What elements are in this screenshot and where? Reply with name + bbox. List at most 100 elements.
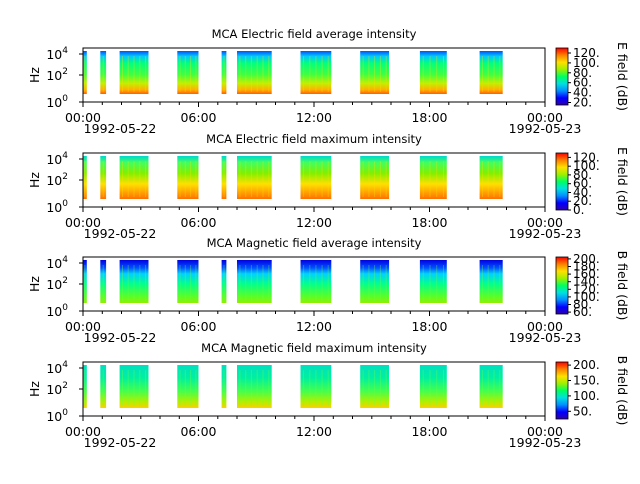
colorbar-tick-label: 0. bbox=[573, 203, 584, 217]
x-tick-label: 06:00 bbox=[180, 215, 216, 230]
y-tick-label: 102 bbox=[46, 67, 68, 83]
y-tick-label: 102 bbox=[46, 381, 68, 397]
spectrogram-segment bbox=[300, 51, 332, 94]
x-tick-label: 06:00 bbox=[180, 110, 216, 125]
y-tick-base: 10 bbox=[46, 409, 62, 424]
y-tick-base: 10 bbox=[46, 277, 62, 292]
spectrogram-segment bbox=[100, 156, 107, 199]
x-date-start: 1992-05-22 bbox=[84, 435, 157, 450]
x-date-end: 1992-05-23 bbox=[509, 121, 582, 136]
spectrogram-segment bbox=[300, 260, 332, 303]
spectrogram-segment bbox=[479, 156, 503, 199]
colorbar-tick-label: 120. bbox=[573, 282, 600, 296]
x-tick-label: 12:00 bbox=[296, 215, 332, 230]
colorbar-tick-label: 80. bbox=[573, 168, 592, 182]
y-tick-base: 10 bbox=[46, 304, 62, 319]
x-date-start: 1992-05-22 bbox=[84, 226, 157, 241]
y-axis-label: Hz bbox=[27, 276, 42, 292]
x-tick-label: 00:00 bbox=[527, 110, 563, 125]
spectrogram-segment bbox=[237, 156, 272, 199]
spectrogram-segment bbox=[221, 365, 227, 408]
colorbar-tick-label: 20. bbox=[573, 96, 592, 110]
spectrogram-segment bbox=[300, 365, 332, 408]
spectrogram-segment bbox=[360, 51, 390, 94]
colorbar-tick-label: 120. bbox=[573, 150, 600, 164]
y-tick-label: 100 bbox=[46, 94, 68, 110]
spectrogram-segment bbox=[83, 260, 87, 303]
colorbar-tick-label: 120. bbox=[573, 46, 600, 60]
spectrogram-segment bbox=[100, 51, 107, 94]
y-tick-exponent: 2 bbox=[62, 276, 68, 286]
spectrogram-segment bbox=[419, 365, 447, 408]
colorbar-tick-label: 80. bbox=[573, 66, 592, 80]
colorbar-tick-label: 50. bbox=[573, 404, 592, 418]
colorbar-tick-label: 100. bbox=[573, 389, 600, 403]
colorbar-tick-label: 150. bbox=[573, 373, 600, 387]
spectrogram-segment bbox=[479, 51, 503, 94]
y-tick-exponent: 4 bbox=[62, 255, 68, 265]
y-tick-label: 100 bbox=[46, 408, 68, 424]
y-tick-label: 104 bbox=[46, 255, 68, 271]
colorbar-tick-label: 40. bbox=[573, 86, 592, 100]
y-tick-exponent: 4 bbox=[62, 360, 68, 370]
x-date-end: 1992-05-23 bbox=[509, 226, 582, 241]
colorbar-label: E field (dB) bbox=[615, 147, 630, 216]
spectrogram-segment bbox=[237, 365, 272, 408]
y-tick-label: 102 bbox=[46, 172, 68, 188]
spectrogram-segment bbox=[419, 260, 447, 303]
x-tick-label: 00:00 bbox=[527, 319, 563, 334]
spectrogram-segment bbox=[237, 260, 272, 303]
x-date-start: 1992-05-22 bbox=[84, 121, 157, 136]
panel-title: MCA Electric field maximum intensity bbox=[206, 132, 422, 146]
x-date-start: 1992-05-22 bbox=[84, 330, 157, 345]
spectrogram-panel: MCA Electric field average intensityHz10… bbox=[27, 27, 630, 136]
spectrogram-segment bbox=[119, 51, 149, 94]
colorbar-label: B field (dB) bbox=[615, 356, 630, 426]
spectrogram-segment bbox=[360, 156, 390, 199]
colorbar-tick-label: 60. bbox=[573, 305, 592, 319]
spectrogram-segment bbox=[221, 51, 227, 94]
colorbar-tick-label: 140. bbox=[573, 275, 600, 289]
spectrogram-segment bbox=[100, 365, 107, 408]
colorbar-tick-label: 80. bbox=[573, 298, 592, 312]
colorbar-label: E field (dB) bbox=[615, 42, 630, 111]
x-tick-label: 12:00 bbox=[296, 319, 332, 334]
x-tick-label: 06:00 bbox=[180, 424, 216, 439]
y-tick-label: 104 bbox=[46, 46, 68, 62]
spectrogram-segment bbox=[237, 51, 272, 94]
y-tick-label: 100 bbox=[46, 303, 68, 319]
spectrogram-segment bbox=[177, 51, 199, 94]
spectrogram-segment bbox=[221, 156, 227, 199]
spectrogram-panel: MCA Electric field maximum intensityHz10… bbox=[27, 132, 630, 241]
y-tick-exponent: 4 bbox=[62, 151, 68, 161]
y-tick-exponent: 0 bbox=[62, 303, 68, 313]
spectrogram-panel: MCA Magnetic field average intensityHz10… bbox=[27, 236, 630, 345]
y-tick-base: 10 bbox=[46, 173, 62, 188]
colorbar-tick-label: 180. bbox=[573, 260, 600, 274]
y-axis-label: Hz bbox=[27, 172, 42, 188]
y-tick-base: 10 bbox=[46, 382, 62, 397]
x-tick-label: 18:00 bbox=[411, 215, 447, 230]
colorbar-tick-label: 60. bbox=[573, 177, 592, 191]
spectrogram-segment bbox=[83, 51, 87, 94]
spectrogram-segment bbox=[221, 260, 227, 303]
colorbar-tick-label: 200. bbox=[573, 252, 600, 266]
spectrogram-segment bbox=[360, 365, 390, 408]
panel-title: MCA Magnetic field average intensity bbox=[207, 236, 422, 250]
colorbar-tick-label: 100. bbox=[573, 56, 600, 70]
x-tick-label: 06:00 bbox=[180, 319, 216, 334]
y-tick-label: 102 bbox=[46, 276, 68, 292]
spectrogram-segment bbox=[419, 51, 447, 94]
x-date-end: 1992-05-23 bbox=[509, 435, 582, 450]
colorbar-tick-label: 60. bbox=[573, 76, 592, 90]
y-tick-label: 100 bbox=[46, 199, 68, 215]
colorbar-label: B field (dB) bbox=[615, 251, 630, 321]
colorbar bbox=[555, 47, 569, 106]
colorbar-tick-label: 100. bbox=[573, 290, 600, 304]
y-axis-label: Hz bbox=[27, 381, 42, 397]
spectrogram-segment bbox=[119, 260, 149, 303]
x-tick-label: 00:00 bbox=[65, 319, 101, 334]
spectrogram-segment bbox=[300, 156, 332, 199]
spectrogram-segment bbox=[479, 260, 503, 303]
